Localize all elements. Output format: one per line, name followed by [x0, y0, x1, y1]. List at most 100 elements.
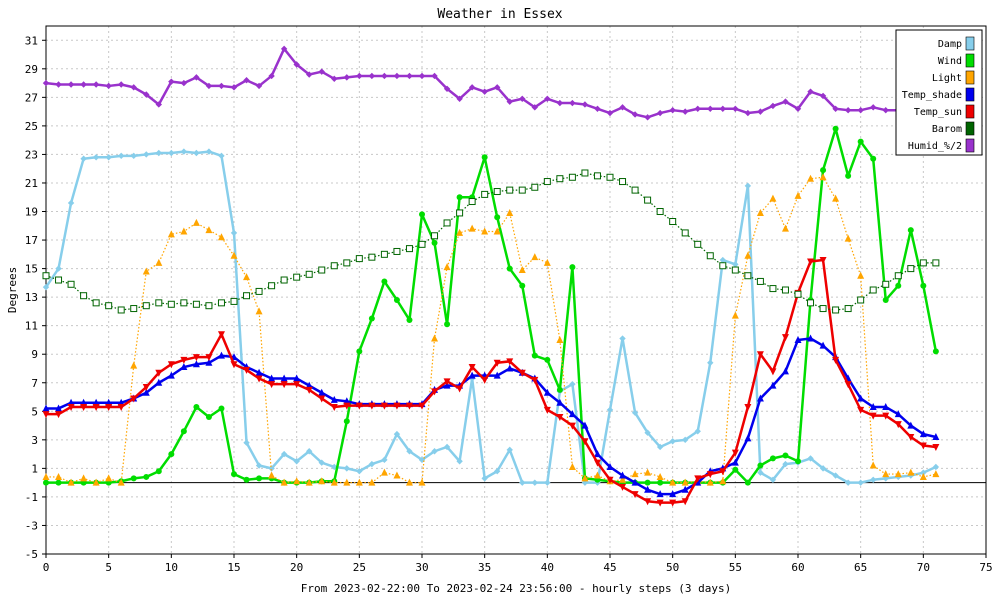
data-point [857, 271, 865, 279]
data-point [619, 178, 627, 186]
data-point [832, 105, 839, 112]
series-line [46, 258, 937, 504]
data-point [255, 307, 263, 315]
data-point [443, 443, 451, 451]
data-point [719, 256, 726, 264]
data-point [681, 498, 689, 506]
data-point [468, 224, 476, 232]
data-point [644, 485, 652, 493]
data-point [681, 485, 689, 493]
data-point [418, 478, 426, 486]
data-point [217, 351, 225, 359]
data-point [143, 91, 150, 98]
data-point [142, 302, 150, 310]
data-point [306, 71, 313, 78]
grid-layer [45, 26, 987, 555]
data-point [681, 229, 689, 237]
data-point [167, 300, 175, 308]
data-point [193, 149, 200, 157]
data-point [393, 471, 401, 479]
data-point [857, 394, 865, 402]
data-point [280, 276, 288, 284]
data-point [368, 460, 376, 468]
series-temp-sun [42, 257, 940, 507]
data-point [531, 352, 538, 359]
data-point [569, 264, 576, 271]
data-point [669, 499, 677, 507]
data-point [343, 418, 350, 425]
data-point [544, 479, 551, 486]
data-point [907, 468, 915, 476]
data-point [581, 474, 589, 482]
data-point [218, 152, 225, 160]
data-point [593, 459, 601, 467]
data-point [205, 354, 213, 362]
y-tick-label: 21 [25, 177, 38, 190]
x-tick-label: 70 [917, 561, 930, 574]
data-point [543, 406, 551, 414]
data-point [256, 475, 263, 482]
data-point [644, 429, 651, 436]
data-point [606, 173, 614, 181]
x-tick-label: 5 [105, 561, 112, 574]
data-point [305, 478, 313, 486]
series-line [45, 47, 936, 119]
data-point [857, 296, 865, 304]
data-point [443, 378, 451, 386]
data-point [205, 82, 213, 90]
data-point [343, 478, 351, 486]
data-point [556, 398, 564, 406]
data-point [205, 148, 213, 155]
data-point [80, 398, 88, 406]
legend-label: Light [932, 73, 962, 84]
data-point [656, 490, 664, 498]
series-layer [42, 45, 940, 507]
data-point [92, 404, 100, 412]
data-point [55, 411, 63, 419]
data-point [756, 394, 764, 402]
data-point [619, 104, 626, 111]
data-point [243, 273, 251, 281]
data-point [431, 334, 439, 342]
series-line [46, 127, 938, 484]
data-point [857, 406, 865, 414]
data-point [431, 239, 438, 246]
data-point [694, 105, 701, 112]
data-point [757, 462, 764, 469]
data-point [368, 402, 376, 410]
data-point [393, 402, 401, 410]
data-point [293, 477, 301, 485]
data-point [43, 479, 49, 486]
data-point [255, 287, 263, 295]
data-point [707, 105, 714, 112]
data-point [155, 468, 162, 475]
y-tick-label: 19 [25, 206, 38, 219]
data-point [67, 398, 75, 406]
data-point [80, 292, 88, 300]
chart-title: Weather in Essex [437, 7, 562, 22]
x-tick-label: 0 [43, 561, 50, 574]
x-tick-label: 30 [415, 561, 428, 574]
data-point [895, 282, 902, 289]
data-point [130, 305, 138, 313]
data-point [293, 61, 300, 68]
data-point [80, 81, 87, 88]
data-point [882, 296, 889, 303]
data-point [706, 471, 714, 479]
data-point [845, 172, 852, 179]
data-point [744, 479, 751, 486]
data-point [217, 299, 225, 307]
data-point [769, 368, 777, 376]
y-tick-label: 15 [25, 263, 38, 276]
data-point [268, 381, 276, 389]
y-tick-label: 23 [25, 148, 38, 161]
data-point [230, 297, 238, 305]
data-point [443, 263, 451, 271]
data-point [619, 471, 627, 479]
data-point [167, 371, 175, 379]
data-point [155, 149, 162, 157]
x-tick-label: 45 [603, 561, 616, 574]
x-tick-label: 15 [227, 561, 240, 574]
data-point [606, 109, 614, 117]
x-axis-label: From 2023-02-22:00 To 2023-02-24 23:56:0… [301, 582, 731, 595]
